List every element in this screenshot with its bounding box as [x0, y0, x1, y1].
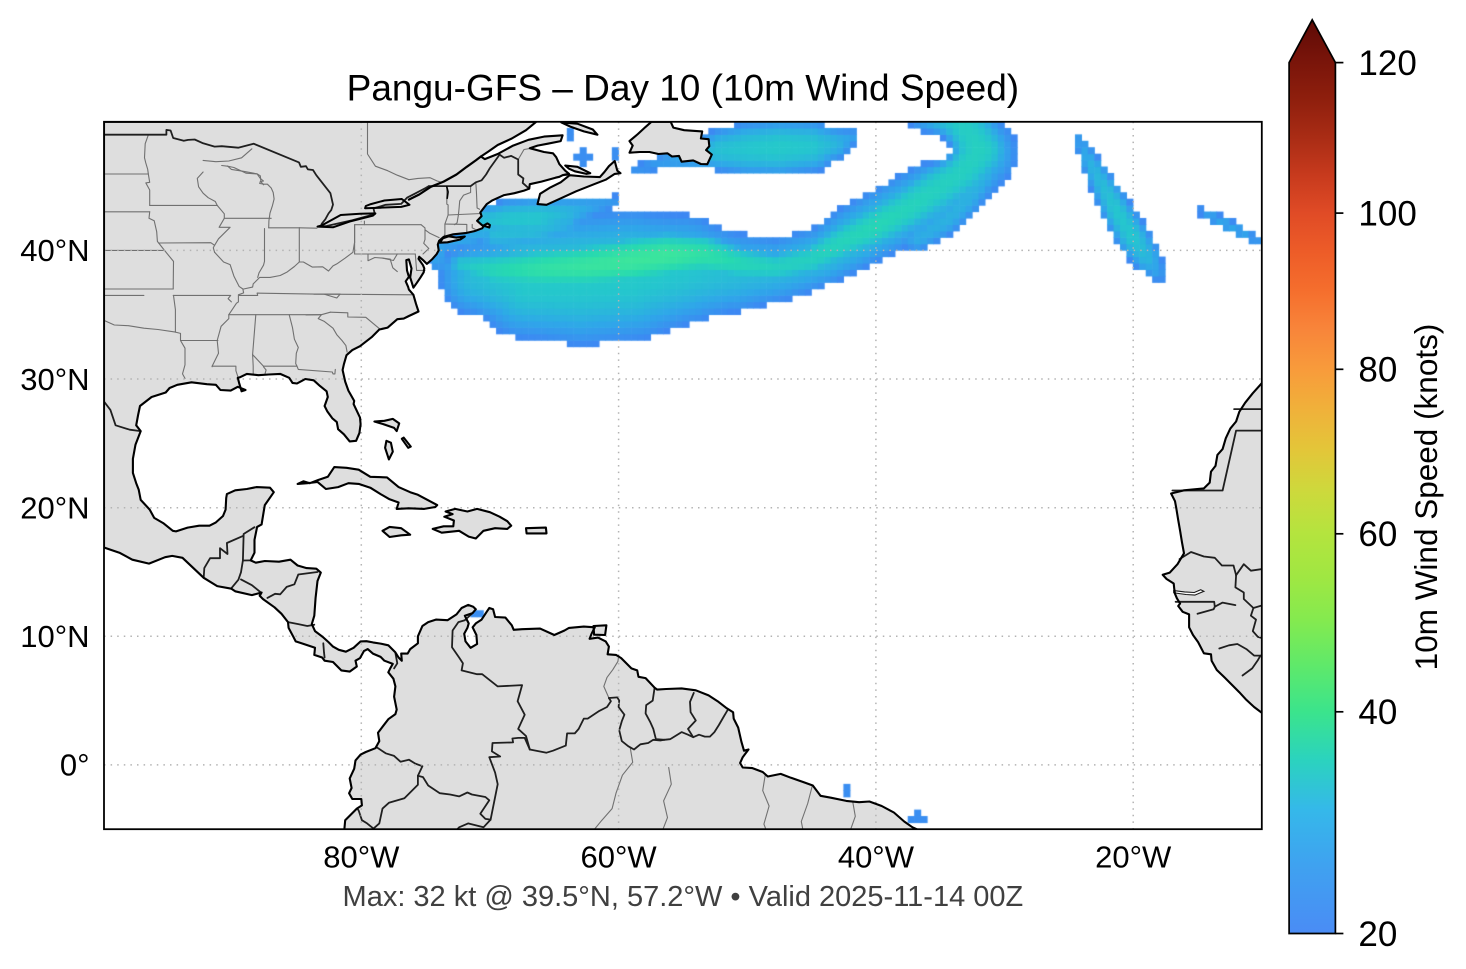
svg-text:Pangu-GFS – Day 10 (10m Wind S: Pangu-GFS – Day 10 (10m Wind Speed)	[347, 68, 1020, 109]
svg-text:60°W: 60°W	[581, 840, 658, 875]
svg-text:120: 120	[1358, 44, 1416, 83]
svg-text:20°N: 20°N	[20, 491, 89, 526]
svg-text:40°N: 40°N	[20, 233, 89, 268]
svg-text:20°W: 20°W	[1095, 840, 1172, 875]
svg-text:0°: 0°	[60, 748, 90, 783]
svg-text:80°W: 80°W	[323, 840, 400, 875]
svg-text:40°W: 40°W	[838, 840, 915, 875]
svg-text:10m Wind Speed (knots): 10m Wind Speed (knots)	[1408, 324, 1444, 671]
svg-text:30°N: 30°N	[20, 362, 89, 397]
svg-text:100: 100	[1358, 194, 1416, 233]
svg-text:20: 20	[1358, 915, 1397, 954]
svg-text:Max: 32 kt @ 39.5°N, 57.2°W •: Max: 32 kt @ 39.5°N, 57.2°W • Valid 2025…	[343, 881, 1024, 913]
svg-text:10°N: 10°N	[20, 619, 89, 654]
svg-text:60: 60	[1358, 515, 1397, 554]
svg-text:80: 80	[1358, 351, 1397, 390]
svg-text:40: 40	[1358, 693, 1397, 732]
